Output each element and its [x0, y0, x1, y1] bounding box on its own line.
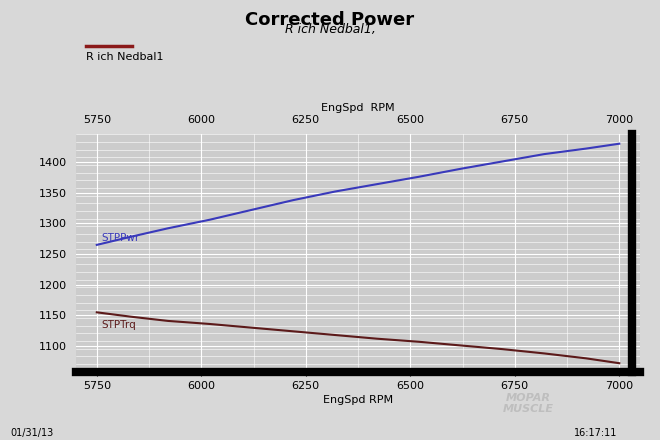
- X-axis label: EngSpd RPM: EngSpd RPM: [323, 395, 393, 405]
- Text: 01/31/13: 01/31/13: [10, 429, 53, 439]
- Text: Corrected Power: Corrected Power: [246, 11, 414, 29]
- Text: STPTrq: STPTrq: [101, 320, 136, 330]
- X-axis label: EngSpd  RPM: EngSpd RPM: [321, 103, 395, 113]
- Text: MOPAR
MUSCLE: MOPAR MUSCLE: [502, 393, 554, 414]
- Text: 16:17:11: 16:17:11: [574, 429, 618, 439]
- Text: R ich Nedbal1: R ich Nedbal1: [86, 52, 163, 62]
- Text: R ich Nedbal1,: R ich Nedbal1,: [284, 23, 376, 36]
- Text: STPPwr: STPPwr: [101, 233, 139, 243]
